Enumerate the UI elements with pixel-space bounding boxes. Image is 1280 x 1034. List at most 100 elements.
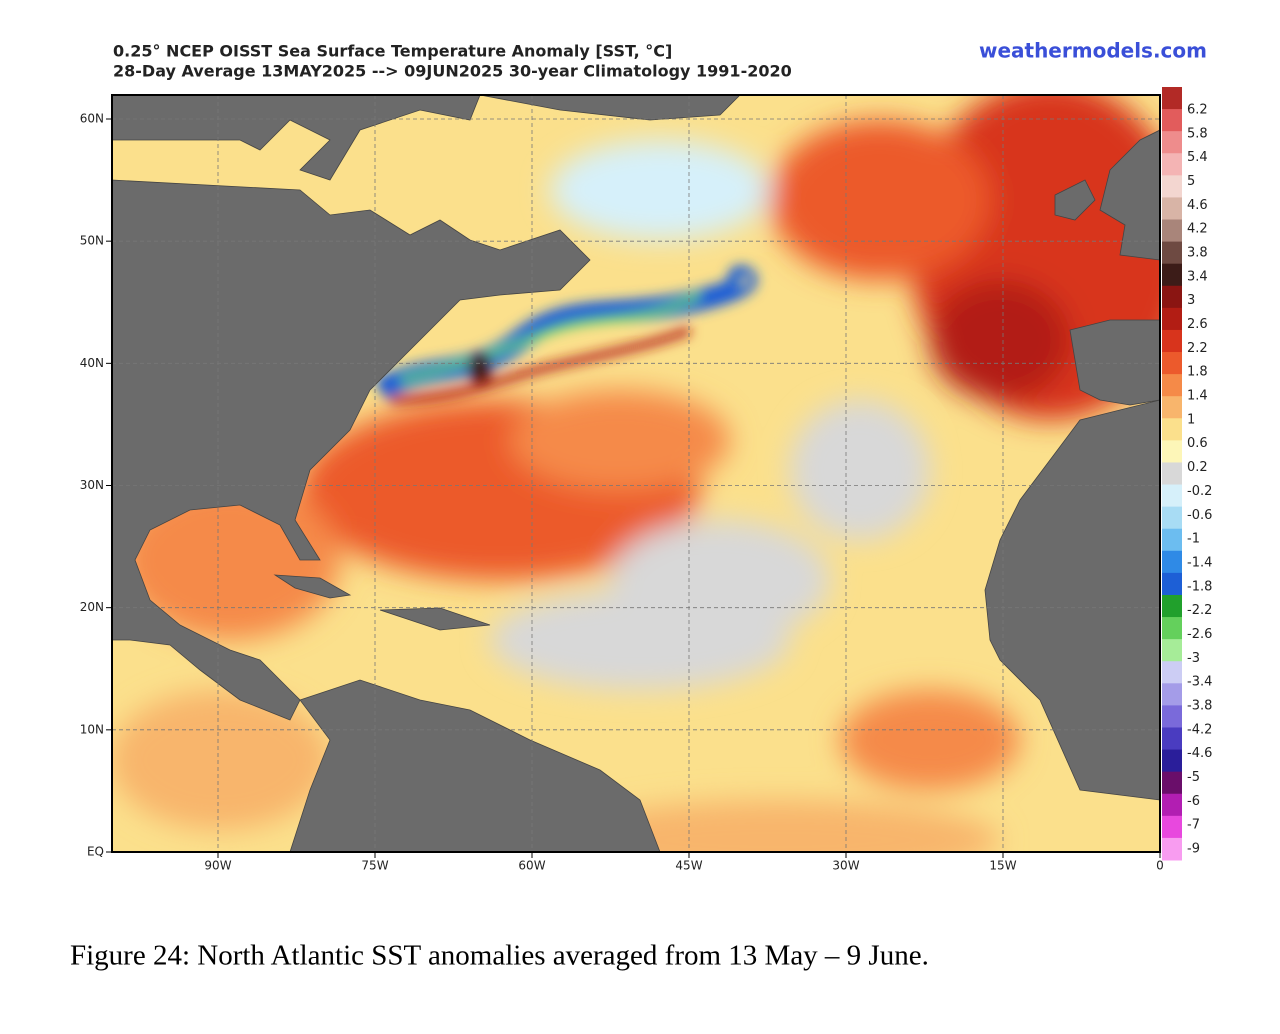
north-canada (112, 95, 481, 181)
lon-label: 15W (989, 859, 1016, 873)
colorbar-bin (1162, 617, 1182, 640)
colorbar-bin (1162, 462, 1182, 486)
colorbar-bin (1162, 175, 1182, 198)
title-line2: 28-Day Average 13MAY2025 --> 09JUN2025 3… (113, 62, 792, 81)
colorbar-bin (1162, 131, 1182, 154)
map (112, 95, 1160, 852)
caption: Figure 24: North Atlantic SST anomalies … (70, 940, 929, 972)
colorbar-label: -2.6 (1187, 627, 1212, 642)
colorbar-label: 3.8 (1187, 246, 1208, 261)
colorbar-bin (1162, 727, 1182, 751)
colorbar-bin (1162, 484, 1182, 508)
colorbar-bin (1162, 661, 1182, 684)
colorbar-bin (1162, 705, 1182, 728)
colorbar-label: -7 (1187, 818, 1200, 833)
lon-label: 60W (518, 859, 545, 873)
colorbar-bin (1162, 550, 1182, 574)
colorbar-bin (1162, 285, 1182, 309)
africa (984, 399, 1160, 801)
colorbar-label: 6.2 (1187, 103, 1208, 118)
colorbar-label: -6 (1187, 794, 1200, 809)
colorbar-label: -0.2 (1187, 484, 1212, 499)
colorbar-label: -3 (1187, 651, 1200, 666)
colorbar-bin (1162, 241, 1182, 265)
colorbar-label: -1 (1187, 532, 1200, 547)
site-name: weathermodels.com (979, 39, 1207, 63)
hispaniola (379, 607, 491, 631)
colorbar-label: 2.2 (1187, 341, 1208, 356)
lon-label: 90W (204, 859, 231, 873)
colorbar-label: 2.6 (1187, 317, 1208, 332)
colorbar-bin (1162, 837, 1182, 861)
lon-label: 0 (1156, 859, 1164, 873)
south-america (289, 679, 661, 852)
colorbar-bin (1162, 793, 1182, 817)
land (112, 95, 1160, 852)
colorbar-label: -1.8 (1187, 579, 1212, 594)
colorbar-label: -4.2 (1187, 722, 1212, 737)
colorbar-bin (1162, 749, 1182, 773)
colorbar-label: -0.6 (1187, 508, 1212, 523)
colorbar-bin (1162, 263, 1182, 287)
lon-label: 30W (832, 859, 859, 873)
colorbar-bin (1162, 396, 1182, 419)
colorbar-label: -9 (1187, 842, 1200, 857)
colorbar-label: 3 (1187, 293, 1195, 308)
lat-label: 10N (80, 722, 104, 736)
colorbar-label: 4.6 (1187, 198, 1208, 213)
greenland (479, 95, 741, 121)
colorbar-bin (1162, 418, 1182, 441)
colorbar-label: 5.4 (1187, 150, 1208, 165)
lat-label: 30N (80, 478, 104, 492)
colorbar-bin (1162, 639, 1182, 662)
lat-label: 60N (80, 112, 104, 126)
colorbar-bin (1162, 440, 1182, 463)
map-frame (111, 94, 1161, 853)
colorbar-label: 0.2 (1187, 460, 1208, 475)
colorbar-bin (1162, 307, 1182, 331)
britain (1099, 129, 1160, 261)
colorbar-label: 0.6 (1187, 436, 1208, 451)
colorbar-label: -3.4 (1187, 675, 1212, 690)
colorbar-label: -3.8 (1187, 698, 1212, 713)
colorbar-label: 5.8 (1187, 126, 1208, 141)
colorbar-bin (1162, 352, 1182, 375)
iberia (1069, 319, 1160, 406)
colorbar-bin (1162, 506, 1182, 530)
lon-label: 45W (675, 859, 702, 873)
lat-label: EQ (87, 845, 104, 859)
colorbar: 6.2 5.8 5.4 5 4.6 4.2 3.8 3.4 3 2.6 2.2 1.8 1.4 1 0.6 0… (1162, 87, 1212, 861)
lon-label: 75W (361, 859, 388, 873)
colorbar-bin (1162, 87, 1182, 110)
colorbar-bin (1162, 329, 1182, 353)
colorbar-bin (1162, 572, 1182, 596)
colorbar-bin (1162, 683, 1182, 706)
cuba (273, 574, 352, 599)
colorbar-label: -2.2 (1187, 603, 1212, 618)
colorbar-label: 5 (1187, 174, 1195, 189)
title-line1: 0.25° NCEP OISST Sea Surface Temperature… (113, 42, 672, 61)
colorbar-bin (1162, 815, 1182, 839)
ireland (1054, 179, 1096, 221)
colorbar-bin (1162, 197, 1182, 221)
colorbar-label: -5 (1187, 770, 1200, 785)
colorbar-bin (1162, 219, 1182, 243)
graticule (112, 95, 1160, 852)
colorbar-bin (1162, 594, 1182, 618)
north-america (112, 179, 591, 721)
colorbar-label: 1.8 (1187, 365, 1208, 380)
colorbar-bin (1162, 374, 1182, 397)
colorbar-bin (1162, 528, 1182, 552)
colorbar-label: 1 (1187, 412, 1195, 427)
lat-label: 50N (80, 234, 104, 248)
colorbar-label: 1.4 (1187, 389, 1208, 404)
colorbar-bin (1162, 153, 1182, 176)
lat-label: 40N (80, 356, 104, 370)
colorbar-label: 3.4 (1187, 269, 1208, 284)
colorbar-bin (1162, 771, 1182, 795)
colorbar-label: 4.2 (1187, 222, 1208, 237)
colorbar-label: -1.4 (1187, 555, 1212, 570)
colorbar-label: -4.6 (1187, 746, 1212, 761)
